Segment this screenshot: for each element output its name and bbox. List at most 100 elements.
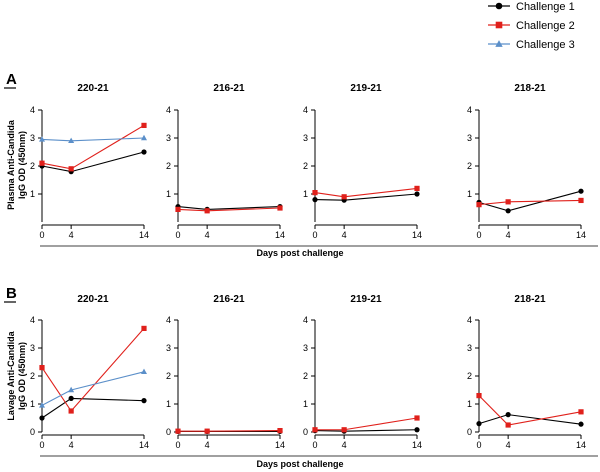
y-axis-label: IgG OD (450nm) [17, 342, 27, 410]
x-tick-label: 14 [412, 440, 422, 450]
data-point-challenge-2 [578, 197, 584, 204]
legend-marker-challenge-2 [495, 21, 503, 29]
y-tick-label: 4 [30, 315, 35, 325]
x-tick-label: 0 [312, 440, 317, 450]
y-tick-label: 3 [303, 343, 308, 353]
data-point-challenge-2 [312, 190, 318, 196]
y-tick-label: 3 [30, 343, 35, 353]
data-point-challenge-1 [39, 415, 45, 421]
data-point-challenge-2 [414, 185, 420, 191]
y-tick-label: 1 [303, 399, 308, 409]
data-point-challenge-3 [68, 137, 75, 143]
y-tick-label: 4 [303, 105, 308, 115]
series-line-challenge-2 [315, 417, 418, 431]
x-axis-label: Days post challenge [256, 459, 343, 469]
series-line-challenge-1 [41, 397, 145, 419]
series-line-challenge-2 [478, 395, 582, 426]
chart-a-219-21: 219-21 1 2 3 4 0 4 14 [303, 83, 422, 240]
y-tick-label: 0 [303, 427, 308, 437]
y-tick-label: 3 [166, 343, 171, 353]
data-point-challenge-2 [39, 365, 45, 371]
y-tick-label: 1 [166, 189, 171, 199]
data-point-challenge-3 [39, 136, 45, 142]
legend-label-challenge-1: Challenge 1 [516, 1, 575, 13]
panel-letter-b: B [6, 285, 17, 302]
chart-b-219-21: 219-21 0 1 2 3 4 0 4 14 [303, 294, 422, 450]
y-tick-label: 2 [467, 371, 472, 381]
legend-marker-challenge-3 [495, 40, 503, 47]
x-tick-label: 4 [69, 440, 74, 450]
x-tick-label: 14 [139, 230, 149, 240]
data-point-challenge-2 [476, 393, 482, 399]
y-tick-label: 3 [30, 133, 35, 143]
data-point-challenge-2 [68, 166, 74, 172]
y-tick-label: 3 [467, 133, 472, 143]
x-tick-label: 0 [312, 230, 317, 240]
x-tick-label: 14 [576, 230, 586, 240]
data-point-challenge-2 [476, 202, 482, 208]
x-tick-label: 4 [342, 230, 347, 240]
x-tick-label: 4 [506, 440, 511, 450]
x-tick-label: 14 [576, 440, 586, 450]
y-tick-label: 1 [30, 399, 35, 409]
data-point-challenge-3 [68, 386, 75, 393]
x-tick-label: 4 [205, 230, 210, 240]
y-tick-label: 1 [30, 189, 35, 199]
series-line-challenge-1 [478, 414, 582, 425]
chart-a-218-21: 218-21 1 2 3 4 0 4 14 [467, 83, 586, 240]
x-tick-label: 4 [69, 230, 74, 240]
data-point-challenge-2 [141, 122, 147, 128]
y-tick-label: 2 [467, 161, 472, 171]
x-tick-label: 0 [39, 440, 44, 450]
y-tick-label: 4 [166, 315, 171, 325]
x-tick-label: 0 [476, 440, 481, 450]
legend-marker-challenge-1 [495, 2, 503, 10]
y-tick-label: 3 [467, 343, 472, 353]
data-point-challenge-2 [204, 428, 210, 434]
chart-b-218-21: 218-21 0 1 2 3 4 0 4 14 [467, 294, 586, 450]
y-tick-label: 4 [467, 105, 472, 115]
y-tick-label: 2 [30, 161, 35, 171]
y-tick-label: 1 [467, 399, 472, 409]
x-tick-label: 0 [39, 230, 44, 240]
y-tick-label: 3 [303, 133, 308, 143]
data-point-challenge-3 [141, 368, 147, 374]
x-axis-label: Days post challenge [256, 248, 343, 258]
chart-title: 216-21 [213, 294, 245, 305]
data-point-challenge-1 [578, 188, 584, 194]
panel-letter-a: A [6, 71, 17, 88]
x-tick-label: 14 [275, 230, 285, 240]
data-point-challenge-1 [476, 421, 482, 427]
series-line-challenge-2 [178, 430, 281, 432]
x-tick-label: 14 [275, 440, 285, 450]
y-tick-label: 1 [166, 399, 171, 409]
chart-title: 219-21 [350, 83, 382, 94]
data-point-challenge-2 [277, 205, 283, 211]
data-point-challenge-2 [341, 427, 347, 433]
data-point-challenge-2 [141, 325, 147, 331]
data-point-challenge-1 [505, 208, 511, 214]
legend-label-challenge-3: Challenge 3 [516, 39, 575, 51]
data-point-challenge-2 [312, 427, 318, 433]
data-point-challenge-1 [414, 427, 420, 433]
data-point-challenge-1 [312, 197, 318, 203]
legend: Challenge 1 Challenge 2 Challenge 3 [488, 1, 575, 51]
y-tick-label: 2 [303, 371, 308, 381]
chart-b-220-21: 220-21 0 1 2 3 4 0 4 14 [30, 294, 149, 450]
data-point-challenge-2 [505, 422, 511, 428]
data-point-challenge-3 [39, 402, 45, 408]
data-point-challenge-3 [141, 134, 147, 141]
x-tick-label: 0 [476, 230, 481, 240]
chart-b-216-21: 216-21 0 1 2 3 4 0 4 14 [166, 294, 285, 450]
data-point-challenge-2 [277, 428, 283, 434]
y-axis-label: Lavage Anti-Candida [6, 330, 16, 420]
chart-title: 219-21 [350, 294, 382, 305]
data-point-challenge-2 [39, 160, 45, 166]
data-point-challenge-2 [578, 409, 584, 415]
y-tick-label: 1 [467, 189, 472, 199]
chart-title: 218-21 [514, 83, 546, 94]
data-point-challenge-1 [505, 412, 511, 418]
